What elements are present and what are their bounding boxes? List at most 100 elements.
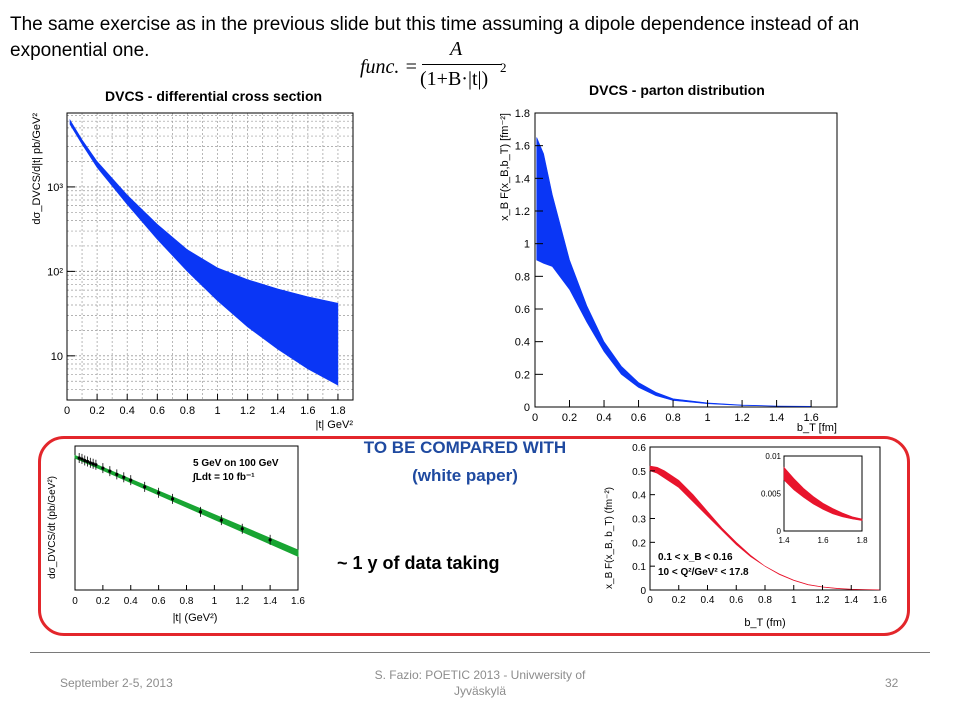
chart1-x-tick-label: 0.6 <box>150 405 165 417</box>
intro-text: The same exercise as in the previous sli… <box>10 14 860 61</box>
chart2-x-tick-label: 0.2 <box>562 412 577 424</box>
chart3-data-point <box>268 538 272 542</box>
chart4-y-tick-label: 0 <box>640 586 646 597</box>
chart3-x-tick-label: 1.6 <box>291 596 305 607</box>
chart4-x-tick-label: 0.6 <box>729 595 743 606</box>
chart3-data-point <box>94 463 98 467</box>
chart3-x-tick-label: 1.2 <box>235 596 249 607</box>
chart3-data-point <box>170 497 175 501</box>
formula-denominator: (1+B·|t|) <box>420 68 489 90</box>
chart1-y-tick-label: 10 <box>51 351 63 363</box>
chart2-y-tick-label: 1.8 <box>515 108 530 120</box>
chart4-x-label: b_T (fm) <box>744 617 785 629</box>
chart4-annotation-q2: 10 < Q²/GeV² < 17.8 <box>658 567 749 578</box>
chart1-x-tick-label: 1 <box>214 405 220 417</box>
chart3-data-point <box>77 456 81 460</box>
chart1-band <box>69 118 339 386</box>
chart4-y-tick-label: 0.4 <box>632 491 646 502</box>
compare-heading: TO BE COMPARED WITH <box>363 438 567 457</box>
footer-author: S. Fazio: POETIC 2013 - Univwersity of J… <box>330 667 630 699</box>
chart1-title: DVCS - differential cross section <box>105 88 323 104</box>
chart2-y-label: x_B F(x_B,b_T) [fm⁻²] <box>499 113 511 221</box>
chart4-annotation-xb: 0.1 < x_B < 0.16 <box>658 552 733 563</box>
chart3-data-point <box>115 472 119 476</box>
chart4-inset-x-tick-label: 1.6 <box>817 536 829 545</box>
chart3-data-point <box>108 469 112 473</box>
chart2-x-label: b_T [fm] <box>797 422 837 434</box>
chart2-y-tick-label: 0.8 <box>515 271 530 283</box>
chart2-x-tick-label: 0.6 <box>631 412 646 424</box>
chart4-inset-y-tick-label: 0.01 <box>765 452 781 461</box>
chart4-x-tick-label: 0.8 <box>758 595 772 606</box>
chart3-data-point <box>240 527 244 531</box>
chart1-x-tick-label: 0.2 <box>89 405 104 417</box>
chart3-data-point <box>83 458 87 463</box>
formula-lhs: func. = <box>360 56 418 78</box>
chart3-data-point <box>143 485 147 489</box>
chart3-data-point <box>88 461 92 465</box>
chart3-data-point <box>91 462 95 466</box>
chart2-x-tick-label: 1.6 <box>803 412 818 424</box>
chart4-x-tick-label: 1.2 <box>816 595 830 606</box>
chart2-y-tick-label: 1.4 <box>515 173 530 185</box>
chart1-y-label: dσ_DVCS/d|t| pb/GeV² <box>31 113 43 225</box>
chart4-y-tick-label: 0.3 <box>632 515 646 526</box>
chart3-data-point <box>80 457 84 461</box>
chart2-y-tick-label: 0.4 <box>515 337 530 349</box>
chart2-y-tick-label: 1.6 <box>515 141 530 153</box>
chart2-y-tick-label: 0 <box>524 402 530 414</box>
chart1-x-tick-label: 0.4 <box>120 405 135 417</box>
chart3-x-tick-label: 0.2 <box>96 596 110 607</box>
chart3-data-point <box>157 491 161 495</box>
chart3-data-point <box>85 459 90 464</box>
chart3-x-tick-label: 0.8 <box>180 596 194 607</box>
chart3-data-point <box>219 518 223 522</box>
chart4-y-tick-label: 0.6 <box>632 443 646 454</box>
chart2-x-tick-label: 1.2 <box>734 412 749 424</box>
chart1-x-tick-label: 1.8 <box>330 405 345 417</box>
chart2-y-tick-label: 1.2 <box>515 206 530 218</box>
data-taking-note: ~ 1 y of data taking <box>337 553 500 573</box>
chart1-frame <box>66 112 354 401</box>
chart4-y-label: x_B F(x_B, b_T) (fm⁻²) <box>604 487 615 589</box>
chart2-title: DVCS - parton distribution <box>589 82 765 98</box>
chart4-x-tick-label: 1.6 <box>873 595 887 606</box>
chart3-data-point <box>129 478 133 482</box>
chart4-x-tick-label: 1.4 <box>844 595 858 606</box>
chart4-x-tick-label: 0 <box>647 595 653 606</box>
chart2-x-tick-label: 1 <box>705 412 711 424</box>
chart3-x-tick-label: 0.6 <box>152 596 166 607</box>
chart3-x-tick-label: 1 <box>212 596 218 607</box>
chart1-x-label: |t| GeV² <box>315 419 353 431</box>
dipole-formula: func. = A (1+B·|t|) 2 <box>360 38 520 98</box>
chart2-x-tick-label: 1.4 <box>769 412 784 424</box>
chart3-data-point <box>101 466 105 470</box>
chart3-legend-lumi: ∫Ldt = 10 fb⁻¹ <box>192 472 255 483</box>
chart4-y-tick-label: 0.2 <box>632 538 646 549</box>
formula-numerator: A <box>450 38 463 60</box>
page-number: 32 <box>885 676 899 690</box>
chart1-x-tick-label: 1.4 <box>270 405 285 417</box>
chart3-y-label: dσ_DVCS/dt (pb/GeV²) <box>47 476 58 579</box>
chart3-x-tick-label: 0.4 <box>124 596 138 607</box>
chart2-x-tick-label: 0.4 <box>596 412 611 424</box>
footer-author-line1: S. Fazio: POETIC 2013 - Univwersity of <box>374 668 586 682</box>
chart1-x-tick-label: 0 <box>64 405 70 417</box>
chart4-inset-frame <box>783 455 863 532</box>
chart2-frame <box>534 112 838 408</box>
chart3-x-tick-label: 0 <box>72 596 78 607</box>
chart1-x-tick-label: 1.6 <box>300 405 315 417</box>
comparison-frame <box>38 436 910 636</box>
chart2-y-tick-label: 0.6 <box>515 304 530 316</box>
chart3-x-label: |t| (GeV²) <box>173 612 218 624</box>
chart4-x-tick-label: 1 <box>791 595 797 606</box>
chart2-x-tick-label: 0.8 <box>665 412 680 424</box>
chart4-inset-band <box>783 466 863 521</box>
footer-date: September 2-5, 2013 <box>60 676 173 690</box>
footer-divider <box>30 652 930 653</box>
chart2-band <box>536 137 812 407</box>
chart1-x-tick-label: 1.2 <box>240 405 255 417</box>
footer-author-line2: Jyväskylä <box>453 684 506 698</box>
formula-fraction-bar <box>422 64 502 65</box>
